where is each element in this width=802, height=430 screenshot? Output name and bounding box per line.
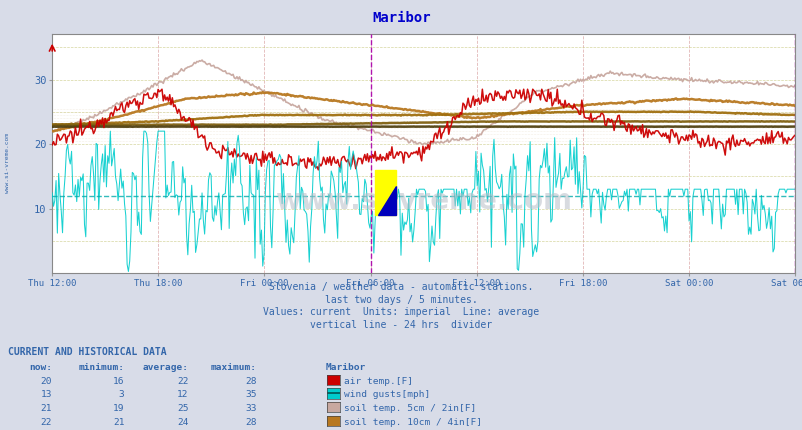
Text: Slovenia / weather data - automatic stations.: Slovenia / weather data - automatic stat… xyxy=(269,282,533,292)
Text: 16: 16 xyxy=(113,377,124,386)
Text: average:: average: xyxy=(143,363,188,372)
Text: Values: current  Units: imperial  Line: average: Values: current Units: imperial Line: av… xyxy=(263,307,539,317)
Text: 13: 13 xyxy=(41,390,52,399)
Text: minimum:: minimum: xyxy=(79,363,124,372)
Text: now:: now: xyxy=(29,363,52,372)
Text: 21: 21 xyxy=(113,418,124,427)
Text: 22: 22 xyxy=(177,377,188,386)
Text: 22: 22 xyxy=(41,418,52,427)
Text: 25: 25 xyxy=(177,404,188,413)
Text: 35: 35 xyxy=(245,390,257,399)
Text: CURRENT AND HISTORICAL DATA: CURRENT AND HISTORICAL DATA xyxy=(8,347,167,357)
Text: soil temp. 10cm / 4in[F]: soil temp. 10cm / 4in[F] xyxy=(344,418,482,427)
Text: wind gusts[mph]: wind gusts[mph] xyxy=(344,390,430,399)
Text: 28: 28 xyxy=(245,377,257,386)
Text: last two days / 5 minutes.: last two days / 5 minutes. xyxy=(325,295,477,304)
Text: 24: 24 xyxy=(177,418,188,427)
Text: 19: 19 xyxy=(113,404,124,413)
Text: 28: 28 xyxy=(245,418,257,427)
Text: Maribor: Maribor xyxy=(371,11,431,25)
Text: 21: 21 xyxy=(41,404,52,413)
Text: 12: 12 xyxy=(177,390,188,399)
Text: 20: 20 xyxy=(41,377,52,386)
Text: Maribor: Maribor xyxy=(325,363,365,372)
Text: vertical line - 24 hrs  divider: vertical line - 24 hrs divider xyxy=(310,320,492,330)
Text: www.si-vreme.com: www.si-vreme.com xyxy=(275,187,571,215)
Polygon shape xyxy=(375,170,395,215)
Polygon shape xyxy=(378,186,395,215)
Text: soil temp. 5cm / 2in[F]: soil temp. 5cm / 2in[F] xyxy=(344,404,476,413)
Text: 33: 33 xyxy=(245,404,257,413)
Text: www.si-vreme.com: www.si-vreme.com xyxy=(5,133,10,194)
Text: air temp.[F]: air temp.[F] xyxy=(344,377,413,386)
Text: 3: 3 xyxy=(119,390,124,399)
Text: maximum:: maximum: xyxy=(211,363,257,372)
